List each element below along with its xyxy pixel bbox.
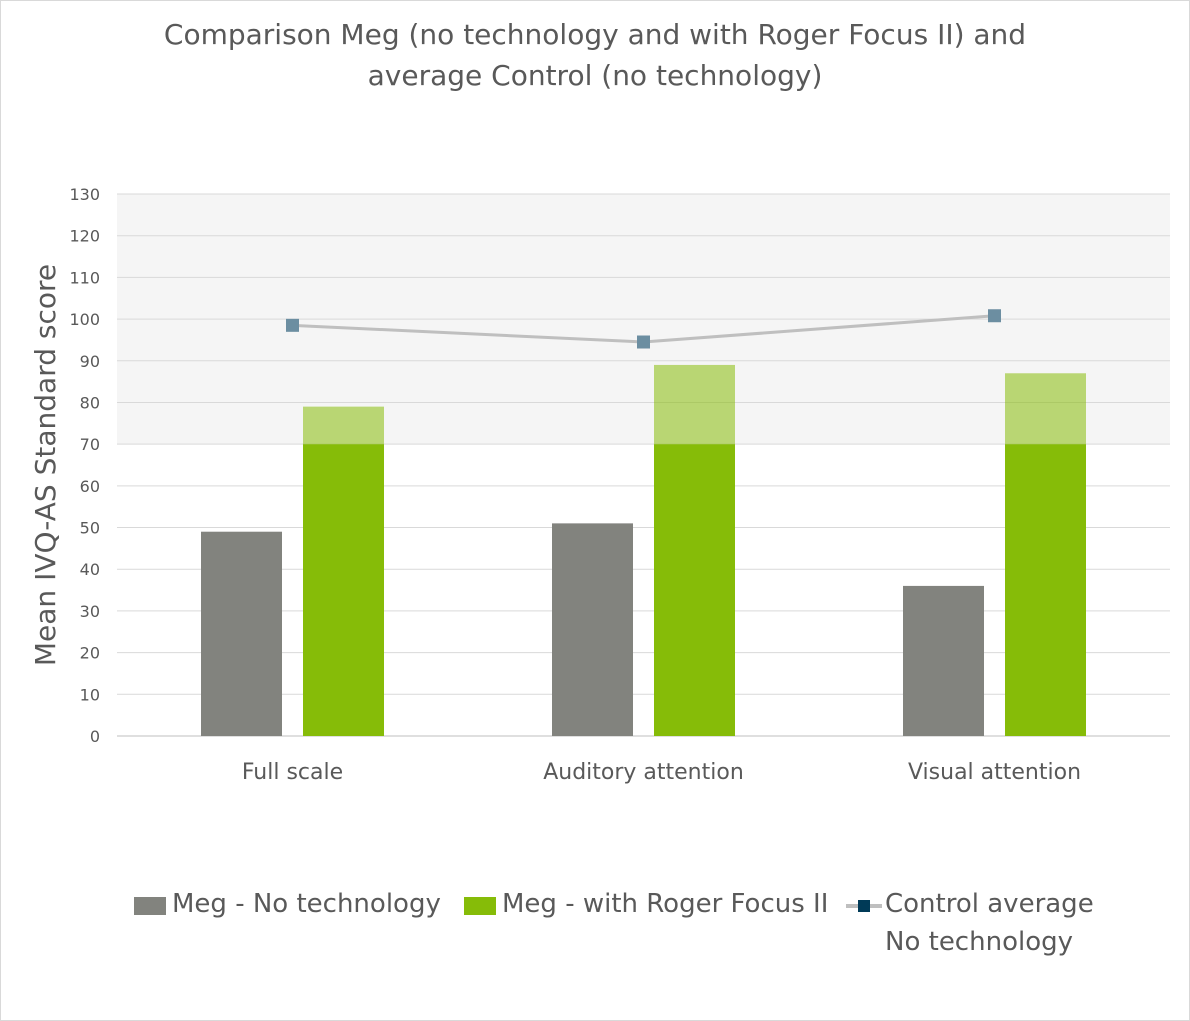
bar-roger-focus bbox=[1005, 444, 1086, 736]
y-tick-label: 60 bbox=[80, 477, 100, 496]
bar-roger-focus bbox=[654, 444, 735, 736]
bar-roger-focus-upper bbox=[303, 406, 384, 445]
chart-plot: 0 10 20 30 40 50 60 70 80 90 100 110 120 130 Full sca… bbox=[29, 185, 1170, 785]
bar-no-technology bbox=[201, 531, 282, 736]
y-tick-label: 70 bbox=[80, 435, 100, 454]
bars bbox=[201, 364, 1086, 736]
legend-label-roger-focus: Meg - with Roger Focus II bbox=[502, 889, 829, 919]
legend-item-control-average: Control average No technology bbox=[846, 885, 1094, 961]
bar-roger-focus-upper bbox=[654, 364, 735, 445]
control-average-marker bbox=[637, 335, 650, 349]
y-tick-labels: 0 10 20 30 40 50 60 70 80 90 100 110 120 130 bbox=[69, 185, 100, 746]
chart-title-line-1: Comparison Meg (no technology and with R… bbox=[163, 18, 1027, 51]
x-category-label: Visual attention bbox=[908, 760, 1081, 785]
legend-line-marker-icon bbox=[846, 897, 882, 915]
legend-label-no-technology: Meg - No technology bbox=[172, 889, 441, 919]
legend: Meg - No technology Meg - with Roger Foc… bbox=[0, 885, 1190, 965]
y-tick-label: 130 bbox=[69, 185, 100, 204]
y-tick-label: 100 bbox=[69, 310, 100, 329]
y-tick-label: 110 bbox=[69, 268, 100, 287]
gridlines bbox=[117, 193, 1170, 737]
y-tick-label: 0 bbox=[90, 727, 100, 746]
y-axis-label: Mean IVQ-AS Standard score bbox=[29, 264, 62, 666]
control-average-marker bbox=[988, 309, 1001, 323]
y-tick-label: 50 bbox=[80, 519, 100, 538]
x-category-labels: Full scale Auditory attention Visual atten… bbox=[242, 760, 1081, 785]
legend-label-control-line-1: Control average bbox=[885, 889, 1094, 919]
x-category-label: Auditory attention bbox=[543, 760, 744, 785]
bar-no-technology bbox=[552, 523, 633, 736]
y-tick-label: 40 bbox=[80, 560, 100, 579]
y-tick-label: 20 bbox=[80, 644, 100, 663]
legend-label-control-line-2: No technology bbox=[885, 927, 1073, 957]
legend-swatch-no-technology bbox=[134, 897, 166, 915]
control-average-marker bbox=[286, 318, 299, 332]
legend-label-control-average: Control average No technology bbox=[885, 885, 1094, 961]
y-tick-label: 10 bbox=[80, 685, 100, 704]
bar-roger-focus-upper bbox=[1005, 373, 1086, 445]
chart-title: Comparison Meg (no technology and with R… bbox=[95, 14, 1095, 96]
legend-item-roger-focus: Meg - with Roger Focus II bbox=[464, 885, 828, 923]
legend-item-no-technology: Meg - No technology bbox=[134, 885, 441, 923]
y-tick-label: 120 bbox=[69, 227, 100, 246]
bar-no-technology bbox=[903, 585, 984, 736]
y-tick-label: 90 bbox=[80, 352, 100, 371]
bar-roger-focus bbox=[303, 444, 384, 736]
x-category-label: Full scale bbox=[242, 760, 343, 785]
y-tick-label: 80 bbox=[80, 393, 100, 412]
control-line-layer bbox=[286, 309, 1001, 349]
legend-swatch-roger-focus bbox=[464, 897, 496, 915]
y-tick-label: 30 bbox=[80, 602, 100, 621]
chart-title-line-2: average Control (no technology) bbox=[367, 59, 823, 92]
